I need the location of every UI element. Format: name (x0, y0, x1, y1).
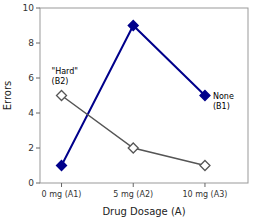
x-tick (61, 183, 62, 187)
y-tick (36, 78, 40, 79)
x-tick-label: 5 mg (A2) (113, 190, 153, 199)
y-tick-label: 0 (28, 178, 34, 188)
annotation-line: None (213, 92, 234, 101)
series-marker (57, 91, 67, 101)
chart: 0 2 4 6 8 10 0 mg (A1) 5 mg (A2) 10 mg (A3) Drug … (0, 0, 256, 223)
annotation: None(B1) (213, 92, 234, 111)
plot-area (57, 21, 210, 171)
y-tick (36, 113, 40, 114)
annotation-line: "Hard" (52, 67, 79, 76)
x-tick-label: 0 mg (A1) (42, 190, 82, 199)
y-tick-label: 4 (28, 108, 34, 118)
series-marker (128, 143, 138, 153)
x-tick (133, 183, 134, 187)
y-tick-label: 10 (23, 3, 35, 13)
y-tick (36, 148, 40, 149)
annotation-line: (B2) (52, 77, 69, 86)
y-tick (36, 8, 40, 9)
x-axis-label: Drug Dosage (A) (102, 206, 185, 217)
x-tick (204, 183, 205, 187)
series-marker (57, 161, 67, 171)
x-tick-label: 10 mg (A3) (182, 190, 227, 199)
y-tick-label: 2 (28, 143, 34, 153)
series-marker (200, 161, 210, 171)
series-marker (128, 21, 138, 31)
series-marker (200, 91, 210, 101)
plot-frame (40, 8, 248, 183)
y-tick (36, 43, 40, 44)
annotation: "Hard"(B2) (52, 67, 79, 86)
series-line (62, 96, 205, 166)
y-tick (36, 183, 40, 184)
y-axis-label: Errors (2, 81, 13, 111)
y-tick-label: 8 (28, 38, 34, 48)
y-tick-label: 6 (28, 73, 34, 83)
series-line (62, 26, 205, 166)
annotation-line: (B1) (213, 102, 230, 111)
